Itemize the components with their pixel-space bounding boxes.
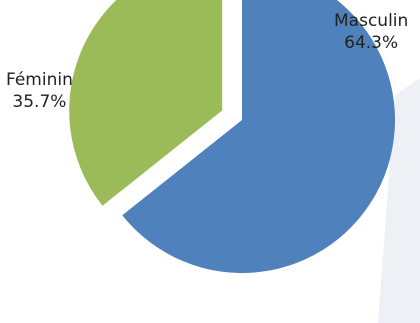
pie-slice-masculin	[122, 0, 395, 273]
slice-label-feminin: Féminin 35.7%	[6, 69, 73, 113]
slice-name-feminin: Féminin	[6, 70, 73, 90]
slice-label-masculin: Masculin 64.3%	[334, 10, 408, 54]
background-light-stripe	[378, 78, 420, 323]
slice-percent-masculin: 64.3%	[344, 33, 399, 53]
slice-name-masculin: Masculin	[334, 11, 409, 31]
pie-slice-feminin	[69, 0, 223, 206]
slice-percent-feminin: 35.7%	[12, 92, 67, 112]
